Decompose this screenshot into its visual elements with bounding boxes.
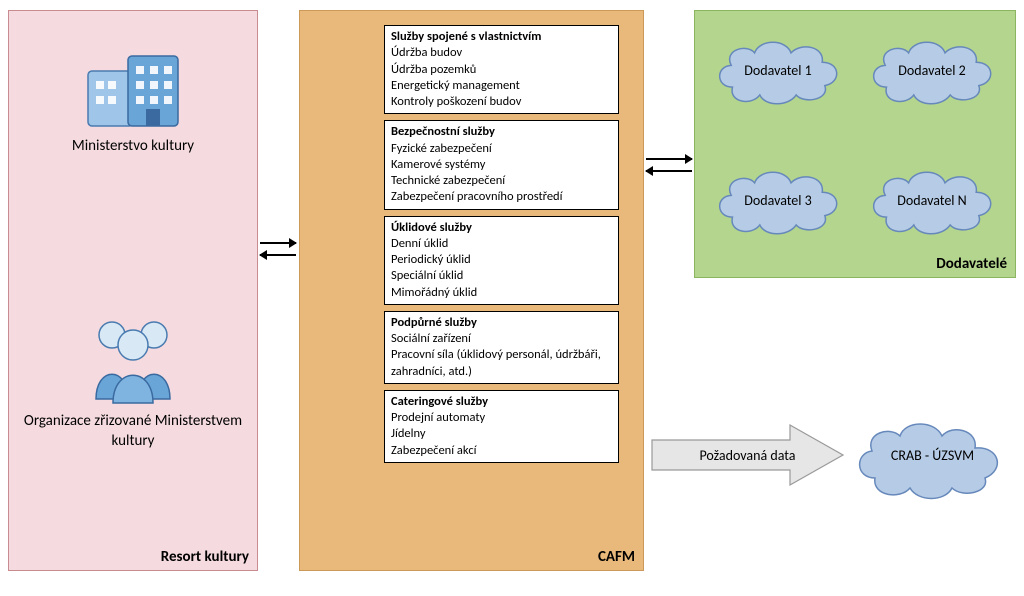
supplier-cloud-label: Dodavatel 3 — [744, 192, 812, 209]
suppliers-panel-label: Dodavatelé — [936, 255, 1007, 273]
service-box: Úklidové službyDenní úklidPeriodický úkl… — [384, 216, 619, 305]
data-flow-label: Požadovaná data — [699, 447, 795, 464]
service-box: Služby spojené s vlastnictvímÚdržba budo… — [384, 25, 619, 114]
service-box-item: Fyzické zabezpečení — [391, 141, 612, 157]
organizations-block: Organizace zřizované Ministerstvem kultu… — [9, 311, 257, 451]
service-box-item: Jídelny — [391, 426, 612, 442]
service-box-item: Mimořádný úklid — [391, 285, 612, 301]
buildings-icon — [78, 41, 188, 131]
resort-panel-label: Resort kultury — [161, 548, 249, 566]
supplier-cloud-label: Dodavatel N — [897, 192, 966, 209]
cafm-panel-label: CAFM — [598, 548, 635, 566]
connector-arrows — [646, 148, 692, 182]
suppliers-panel: Dodavatelé Dodavatel 1 Dodavatel 2 Dodavat… — [694, 10, 1016, 278]
supplier-cloud: Dodavatel 1 — [713, 31, 843, 109]
crab-cloud: CRAB - ÚZSVM — [850, 408, 1015, 503]
service-box-item: Údržba budov — [391, 45, 612, 61]
supplier-cloud: Dodavatel N — [867, 161, 997, 239]
supplier-cloud: Dodavatel 2 — [867, 31, 997, 109]
service-box-item: Periodický úklid — [391, 252, 612, 268]
service-box-title: Cateringové služby — [391, 394, 612, 410]
arrow-right-icon — [260, 242, 296, 244]
service-box-title: Bezpečnostní služby — [391, 124, 612, 140]
people-group-icon — [78, 311, 188, 406]
resort-panel: Ministerstvo kultury Organizace zřizovan… — [8, 10, 258, 571]
cafm-panel: Služby spojené s vlastnictvímÚdržba budo… — [299, 10, 644, 571]
service-box-item: Zabezpečení akcí — [391, 443, 612, 459]
service-box-item: Kontroly poškození budov — [391, 94, 612, 110]
data-flow-arrow: Požadovaná data — [650, 420, 845, 490]
ministry-block: Ministerstvo kultury — [9, 41, 257, 157]
service-box: Cateringové službyProdejní automatyJídel… — [384, 390, 619, 463]
service-box-item: Technické zabezpečení — [391, 173, 612, 189]
crab-cloud-label: CRAB - ÚZSVM — [891, 447, 974, 464]
arrow-right-icon — [646, 158, 692, 160]
service-box-title: Úklidové služby — [391, 220, 612, 236]
supplier-cloud-label: Dodavatel 2 — [898, 62, 966, 79]
service-box-item: Pracovní síla (úklidový personál, údržbá… — [391, 347, 612, 380]
service-box-item: Speciální úklid — [391, 268, 612, 284]
supplier-cloud: Dodavatel 3 — [713, 161, 843, 239]
service-box-title: Služby spojené s vlastnictvím — [391, 29, 612, 45]
service-box-item: Denní úklid — [391, 236, 612, 252]
service-box-item: Sociální zařízení — [391, 331, 612, 347]
service-box-item: Energetický management — [391, 78, 612, 94]
arrow-left-icon — [260, 254, 296, 256]
ministry-caption: Ministerstvo kultury — [9, 137, 257, 157]
arrow-left-icon — [646, 170, 692, 172]
connector-arrows — [260, 232, 296, 266]
service-box-title: Podpůrné služby — [391, 315, 612, 331]
service-box: Bezpečnostní službyFyzické zabezpečeníKa… — [384, 120, 619, 209]
service-box-item: Kamerové systémy — [391, 157, 612, 173]
service-box: Podpůrné službySociální zařízeníPracovní… — [384, 311, 619, 384]
supplier-cloud-label: Dodavatel 1 — [744, 62, 812, 79]
service-box-item: Údržba pozemků — [391, 62, 612, 78]
service-box-item: Prodejní automaty — [391, 410, 612, 426]
service-box-item: Zabezpečení pracovního prostředí — [391, 189, 612, 205]
organizations-caption: Organizace zřizované Ministerstvem kultu… — [9, 412, 257, 451]
